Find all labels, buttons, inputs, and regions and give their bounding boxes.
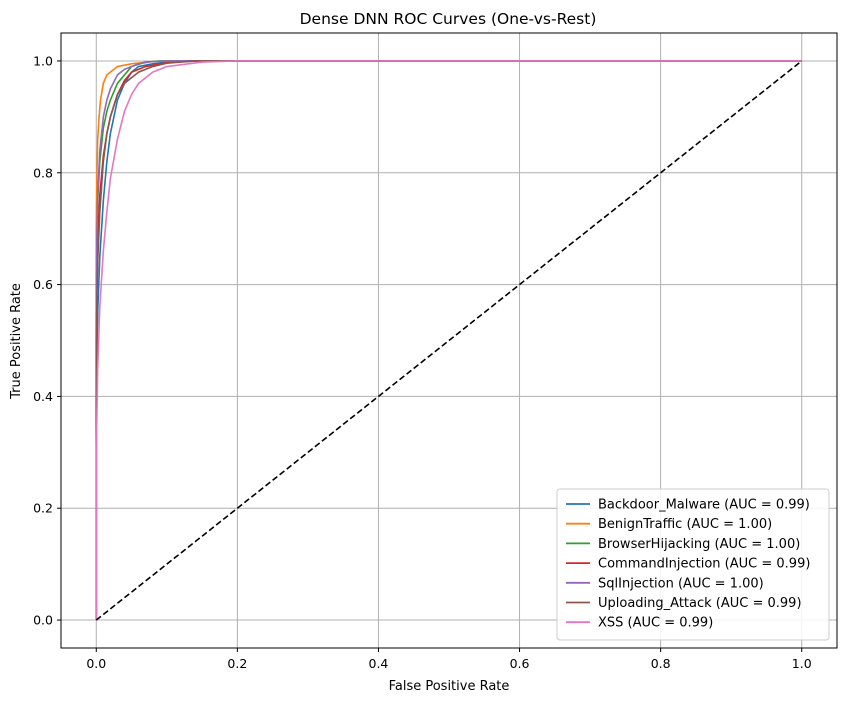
legend-label: Uploading_Attack (AUC = 0.99): [598, 596, 802, 611]
x-tick-label: 0.0: [86, 656, 106, 671]
y-tick-label: 0.6: [33, 277, 53, 292]
series-line: [95, 60, 802, 621]
y-tick-label: 1.0: [33, 53, 53, 68]
legend-label: BenignTraffic (AUC = 1.00): [598, 517, 772, 532]
x-tick-label: 0.8: [651, 656, 671, 671]
plot-frame: [60, 32, 838, 649]
x-tick-label: 1.0: [792, 656, 812, 671]
y-axis-ticks: 0.0 0.2 0.4 0.6 0.8 1.0: [33, 53, 61, 628]
legend-label: BrowserHijacking (AUC = 1.00): [598, 537, 800, 552]
reference-diagonal-line: [95, 60, 803, 621]
y-axis-label: True Positive Rate: [9, 283, 24, 400]
legend-label: Backdoor_Malware (AUC = 0.99): [598, 498, 810, 513]
chart-title: Dense DNN ROC Curves (One-vs-Rest): [300, 10, 597, 28]
legend-label: CommandInjection (AUC = 0.99): [598, 557, 810, 572]
series-line: [95, 60, 802, 621]
legend-label: SqlInjection (AUC = 1.00): [598, 576, 764, 591]
x-tick-label: 0.6: [510, 656, 530, 671]
plot-series: [95, 60, 803, 621]
legend: Backdoor_Malware (AUC = 0.99) BenignTraff…: [556, 488, 830, 641]
x-tick-label: 0.4: [369, 656, 389, 671]
y-tick-label: 0.2: [33, 501, 53, 516]
legend-label: XSS (AUC = 0.99): [598, 616, 713, 631]
series-line: [95, 60, 802, 621]
x-axis-label: False Positive Rate: [389, 679, 510, 694]
legend-box: [556, 488, 830, 641]
y-tick-label: 0.8: [33, 165, 53, 180]
x-axis-ticks: 0.0 0.2 0.4 0.6 0.8 1.0: [86, 648, 812, 671]
y-tick-label: 0.0: [33, 613, 53, 628]
x-tick-label: 0.2: [227, 656, 247, 671]
y-tick-label: 0.4: [33, 389, 53, 404]
